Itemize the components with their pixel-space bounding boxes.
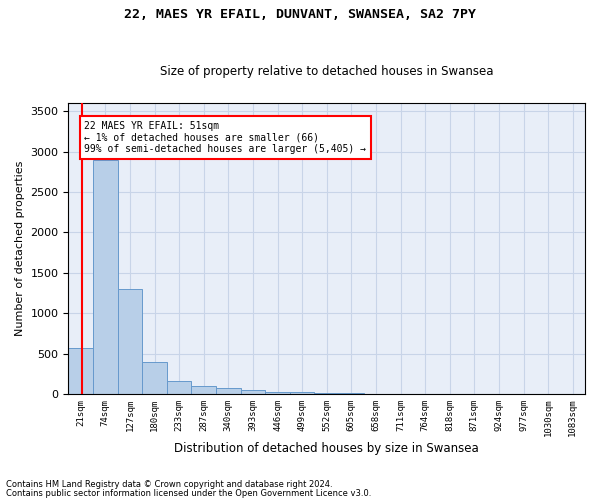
Bar	[290, 392, 314, 394]
Bar	[167, 381, 191, 394]
Bar	[68, 348, 93, 394]
Text: Contains public sector information licensed under the Open Government Licence v3: Contains public sector information licen…	[6, 489, 371, 498]
Text: 22, MAES YR EFAIL, DUNVANT, SWANSEA, SA2 7PY: 22, MAES YR EFAIL, DUNVANT, SWANSEA, SA2…	[124, 8, 476, 20]
Y-axis label: Number of detached properties: Number of detached properties	[15, 161, 25, 336]
X-axis label: Distribution of detached houses by size in Swansea: Distribution of detached houses by size …	[175, 442, 479, 455]
Bar	[216, 388, 241, 394]
Bar	[142, 362, 167, 394]
Bar	[265, 392, 290, 394]
Bar	[118, 289, 142, 394]
Bar	[241, 390, 265, 394]
Text: Contains HM Land Registry data © Crown copyright and database right 2024.: Contains HM Land Registry data © Crown c…	[6, 480, 332, 489]
Text: 22 MAES YR EFAIL: 51sqm
← 1% of detached houses are smaller (66)
99% of semi-det: 22 MAES YR EFAIL: 51sqm ← 1% of detached…	[85, 121, 367, 154]
Title: Size of property relative to detached houses in Swansea: Size of property relative to detached ho…	[160, 66, 493, 78]
Bar	[191, 386, 216, 394]
Bar	[314, 393, 339, 394]
Bar	[93, 160, 118, 394]
